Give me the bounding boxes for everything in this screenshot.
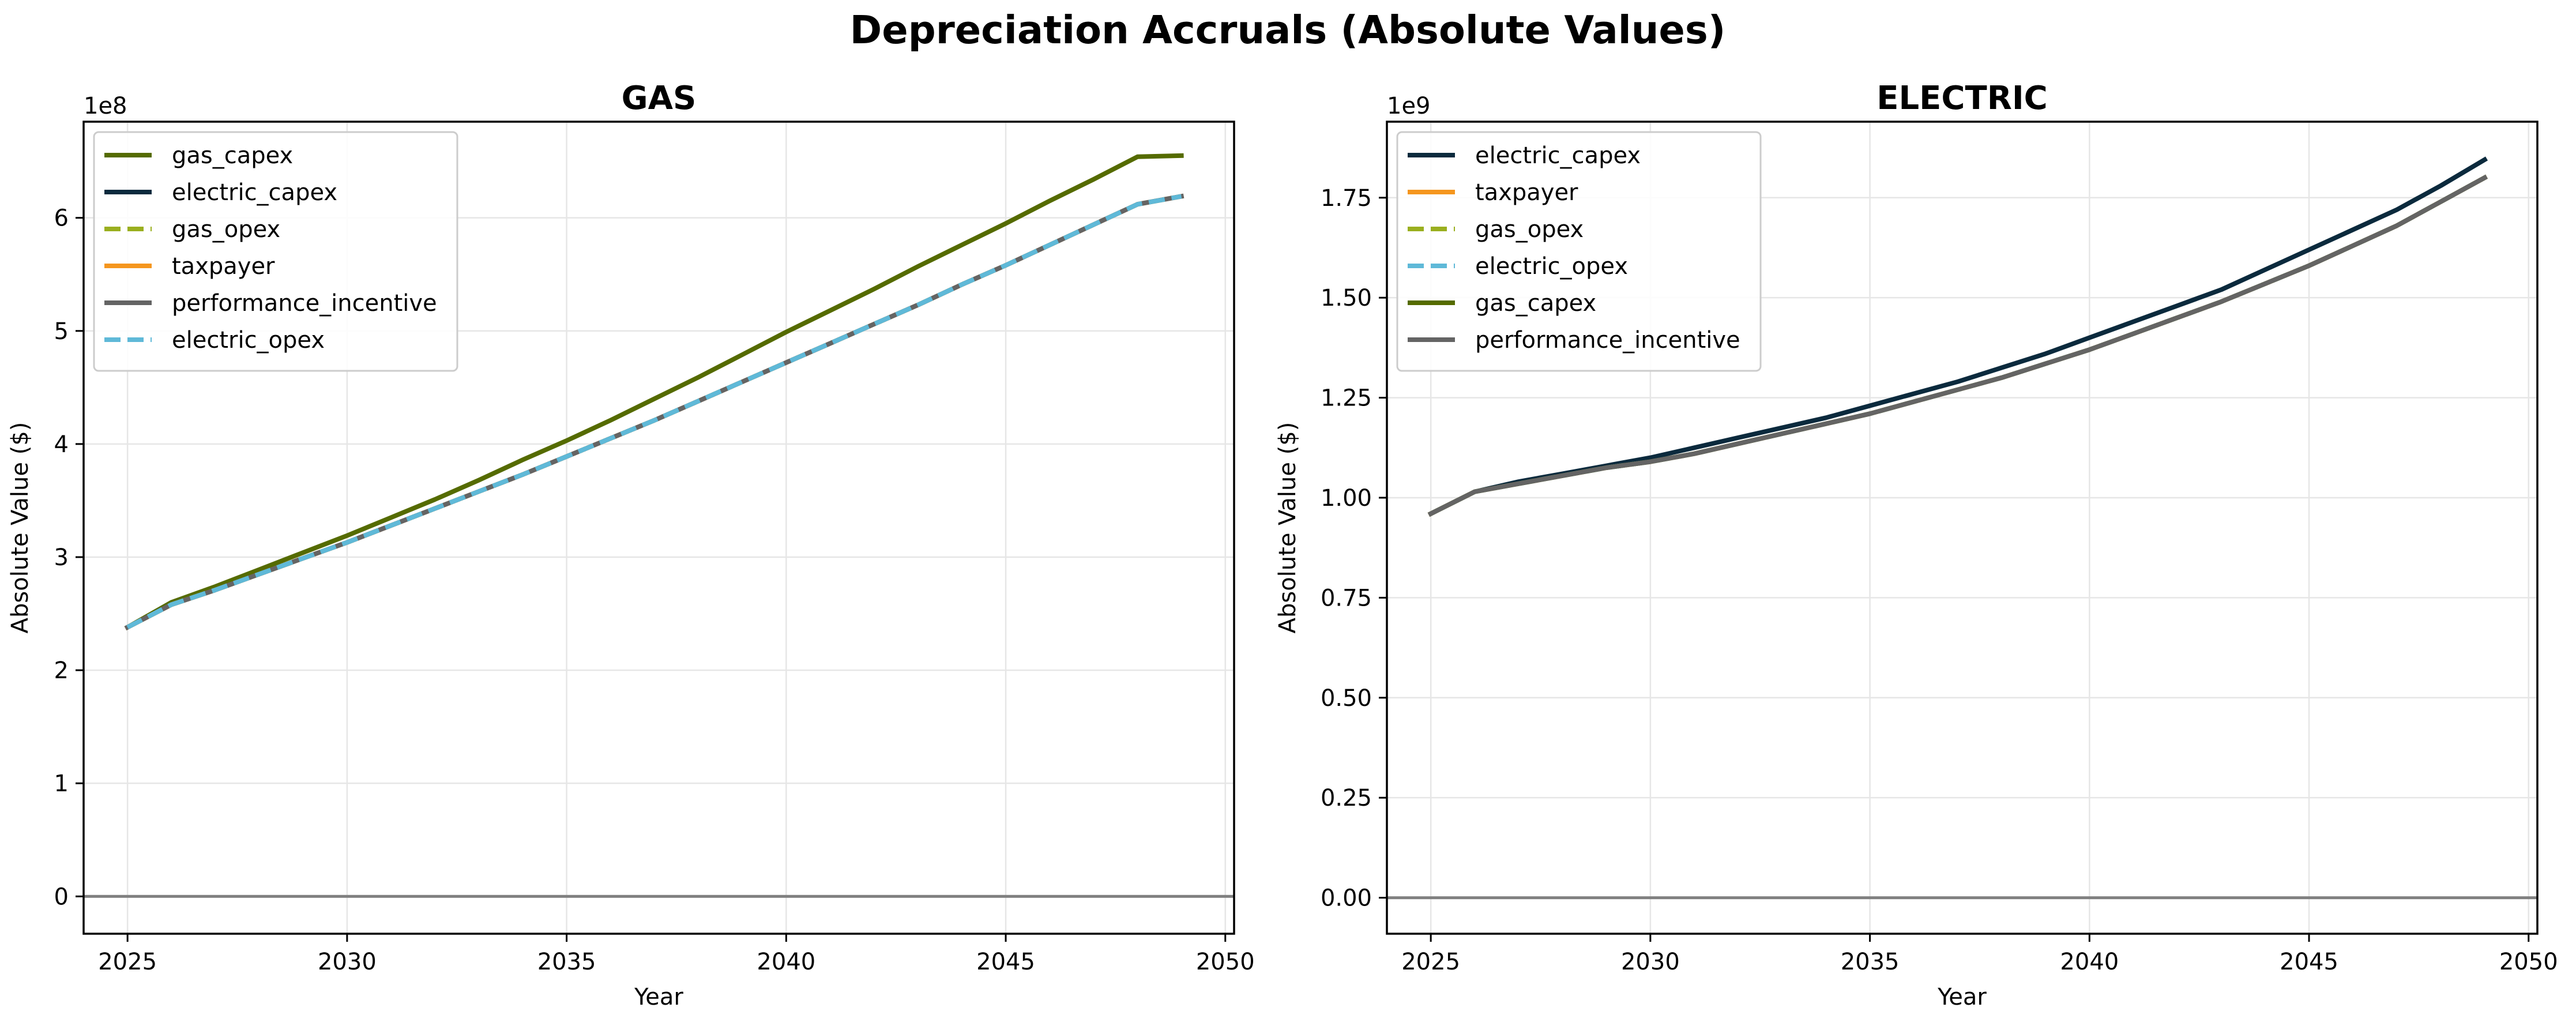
x-tick-label: 2050 <box>1196 949 1255 975</box>
y-tick-label: 6 <box>54 205 69 232</box>
chart-panels: 2025 2030 2035 2040 2045 2050 0 1 2 3 4 5 6 1e8 GAS Yea… <box>7 80 2558 1010</box>
legend-label-gas-capex: gas_capex <box>1475 290 1596 317</box>
x-tick-label: 2025 <box>1401 949 1460 975</box>
x-tick-label: 2025 <box>98 949 157 975</box>
x-axis-label: Year <box>634 984 683 1010</box>
y-tick-label: 4 <box>54 431 69 458</box>
x-axis-label: Year <box>1937 984 1987 1010</box>
x-tick-label: 2050 <box>2499 949 2558 975</box>
legend-label-gas-capex: gas_capex <box>172 142 293 169</box>
x-tick-label: 2040 <box>757 949 815 975</box>
y-tick-label: 2 <box>54 657 69 684</box>
y-tick-label: 0.75 <box>1321 585 1372 611</box>
legend-label-electric-opex: electric_opex <box>1475 253 1628 280</box>
legend-label-electric-capex: electric_capex <box>1475 142 1641 169</box>
series-lines <box>1427 156 2488 517</box>
chart-panel-gas: 2025 2030 2035 2040 2045 2050 0 1 2 3 4 5 6 1e8 GAS Yea… <box>7 80 1255 1010</box>
legend: electric_capex taxpayer gas_opex electric_o… <box>1396 131 1762 372</box>
legend-label-electric-opex: electric_opex <box>172 327 325 354</box>
chart-title: ELECTRIC <box>1876 80 2048 117</box>
x-tick-label: 2040 <box>2060 949 2119 975</box>
legend-label-performance-incentive: performance_incentive <box>1475 327 1740 354</box>
y-tick-label: 1.25 <box>1321 385 1372 412</box>
y-tick-label: 1.75 <box>1321 185 1372 212</box>
y-tick-label: 1 <box>54 771 69 797</box>
x-tick-label: 2035 <box>1841 949 1900 975</box>
x-tick-label: 2045 <box>976 949 1035 975</box>
x-tick-label: 2030 <box>318 949 377 975</box>
legend: gas_capex electric_capex gas_opex taxpayer p… <box>93 131 458 372</box>
y-axis-label: Absolute Value ($) <box>1274 422 1301 634</box>
y-axis-label: Absolute Value ($) <box>7 422 33 634</box>
y-axis-multiplier: 1e9 <box>1387 93 1431 119</box>
y-tick-label: 5 <box>54 318 69 345</box>
figure-title: Depreciation Accruals (Absolute Values) <box>850 7 1726 52</box>
y-tick-label: 1.50 <box>1321 285 1372 311</box>
legend-box <box>1396 131 1762 372</box>
y-tick-label: 0 <box>54 884 69 910</box>
x-tick-label: 2030 <box>1621 949 1680 975</box>
series-line-performance-incentive <box>1427 174 2488 517</box>
axes-frame <box>82 121 1235 935</box>
legend-label-taxpayer: taxpayer <box>1475 179 1578 206</box>
legend-box <box>93 131 458 372</box>
legend-label-performance-incentive: performance_incentive <box>172 290 437 317</box>
series-line-electric-opex <box>126 194 1182 630</box>
axes-frame <box>1386 121 2539 935</box>
series-lines <box>124 153 1184 631</box>
series-line-gas-capex <box>124 153 1184 631</box>
chart-panel-electric: 2025 2030 2035 2040 2045 2050 0.00 0.25 0.50 0.75… <box>1274 80 2558 1010</box>
x-tick-label: 2035 <box>537 949 596 975</box>
y-tick-label: 0.50 <box>1321 685 1372 712</box>
y-tick-label: 0.00 <box>1321 885 1372 912</box>
y-tick-label: 1.00 <box>1321 485 1372 512</box>
x-tick-label: 2045 <box>2280 949 2338 975</box>
chart-title: GAS <box>622 80 697 117</box>
legend-label-gas-opex: gas_opex <box>172 216 280 243</box>
y-tick-label: 3 <box>54 544 69 571</box>
legend-label-taxpayer: taxpayer <box>172 253 275 280</box>
y-tick-label: 0.25 <box>1321 785 1372 811</box>
y-axis-multiplier: 1e8 <box>84 93 127 119</box>
legend-label-gas-opex: gas_opex <box>1475 216 1584 243</box>
legend-label-electric-capex: electric_capex <box>172 179 337 206</box>
